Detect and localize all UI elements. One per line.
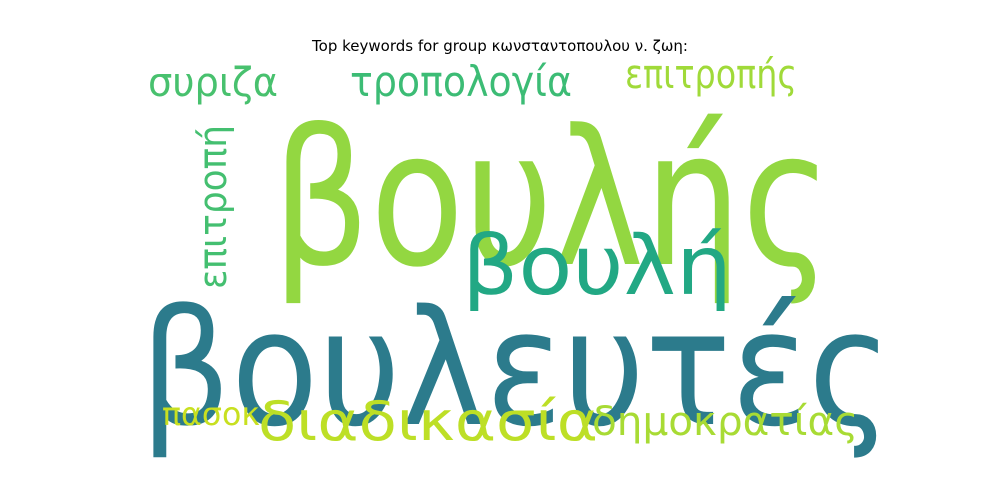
word-7: συριζα bbox=[148, 60, 278, 106]
word-6: επιτροπής bbox=[625, 52, 797, 98]
word-1: βουλής bbox=[272, 90, 832, 309]
word-4: διαδικασία bbox=[258, 390, 598, 453]
chart-title: Top keywords for group κωνσταντοπουλου ν… bbox=[312, 37, 688, 55]
word-8: επιτροπή bbox=[191, 125, 235, 289]
word-9: δημοκρατίας bbox=[592, 399, 858, 445]
word-2: βουλευτές bbox=[140, 275, 892, 462]
word-10: πασοκ bbox=[162, 395, 260, 433]
word-3: βουλή bbox=[462, 219, 732, 314]
word-5: τροπολογία bbox=[350, 57, 572, 106]
